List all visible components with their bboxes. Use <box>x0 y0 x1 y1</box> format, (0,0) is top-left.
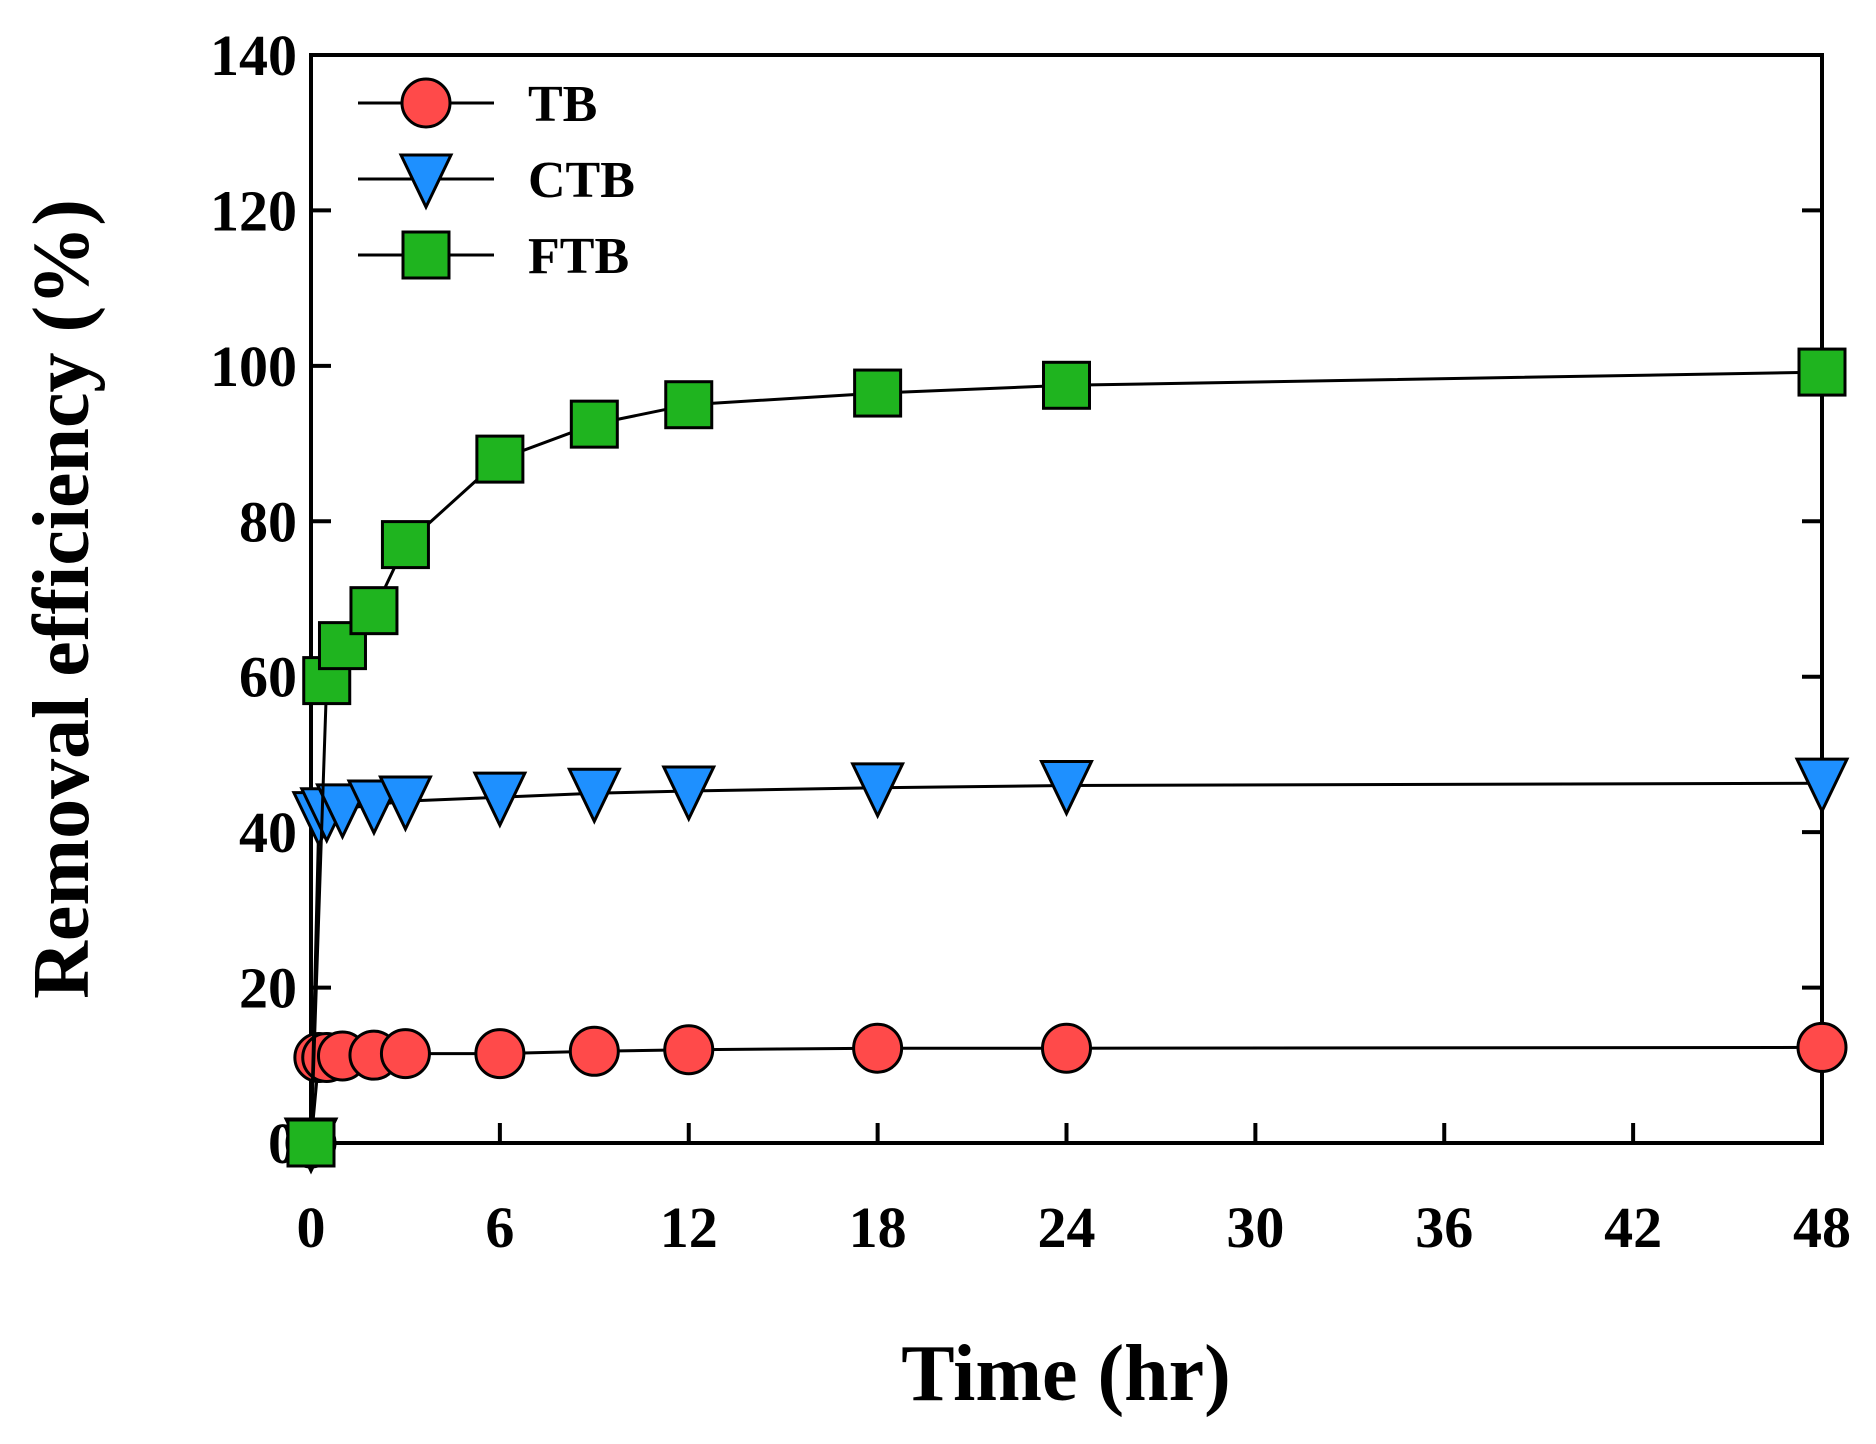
series-tb-point <box>379 1028 431 1080</box>
x-axis: 0 6 12 18 24 30 36 42 48 <box>297 1123 1851 1260</box>
plot-frame <box>309 53 1824 1145</box>
series-tb-point <box>663 1024 715 1076</box>
y-tick-label: 20 <box>239 956 297 1021</box>
series-tb-point <box>474 1028 526 1080</box>
x-tick-label: 24 <box>1038 1195 1096 1260</box>
y-tick-label: 100 <box>210 334 297 399</box>
series-ctb-point <box>315 783 370 841</box>
series-ctb-point <box>850 762 906 820</box>
series-ftb-point <box>1042 360 1091 410</box>
series-ftb-point <box>1797 347 1847 397</box>
y-tick-label: 120 <box>210 178 297 243</box>
series-tb <box>285 1021 1848 1169</box>
y-tick-label: 140 <box>210 23 297 88</box>
x-tick-label: 42 <box>1604 1195 1662 1260</box>
x-tick-label: 12 <box>660 1195 718 1260</box>
series-tb-point <box>1041 1022 1092 1074</box>
x-tick-label: 0 <box>297 1195 326 1260</box>
x-tick-label: 48 <box>1793 1195 1851 1260</box>
x-axis-title: Time (hr) <box>901 1330 1231 1418</box>
series-ftb-point <box>286 1118 336 1168</box>
y-axis-title: Removal efficiency (%) <box>18 199 106 999</box>
series-ctb-point <box>472 771 528 829</box>
series-ctb <box>283 757 1850 1175</box>
series-ftb-point <box>664 380 714 430</box>
series-tb-point <box>1796 1021 1848 1073</box>
series-layer <box>283 347 1850 1175</box>
legend: TB CTB FTB <box>358 76 635 285</box>
series-tb-point <box>568 1025 620 1077</box>
legend-marker-ctb <box>398 153 454 211</box>
series-ctb-point <box>1794 757 1850 815</box>
y-tick-label: 40 <box>239 800 297 865</box>
y-tick-label: 80 <box>239 489 297 554</box>
series-ftb <box>286 347 1847 1168</box>
x-tick-label: 6 <box>485 1195 514 1260</box>
series-ftb-point <box>349 586 399 636</box>
series-ctb-line <box>309 781 1823 1144</box>
legend-label-tb: TB <box>528 76 597 133</box>
legend-marker-ftb <box>401 230 451 280</box>
series-ctb-point <box>661 765 717 823</box>
series-ftb-point <box>380 520 430 570</box>
x-tick-label: 30 <box>1226 1195 1284 1260</box>
legend-label-ctb: CTB <box>528 152 635 209</box>
legend-label-ftb: FTB <box>528 228 629 285</box>
legend-marker-tb <box>400 77 452 129</box>
x-tick-label: 18 <box>849 1195 907 1260</box>
series-ctb-point <box>1039 760 1094 817</box>
y-tick-label: 60 <box>239 645 297 710</box>
series-tb-point <box>852 1022 904 1074</box>
series-ftb-point <box>853 368 903 418</box>
x-tick-label: 36 <box>1415 1195 1473 1260</box>
series-ftb-point <box>569 399 619 449</box>
series-ctb-point <box>346 779 402 837</box>
series-ctb-point <box>566 767 622 825</box>
series-ctb-point <box>378 775 433 833</box>
series-ftb-point <box>475 434 525 484</box>
